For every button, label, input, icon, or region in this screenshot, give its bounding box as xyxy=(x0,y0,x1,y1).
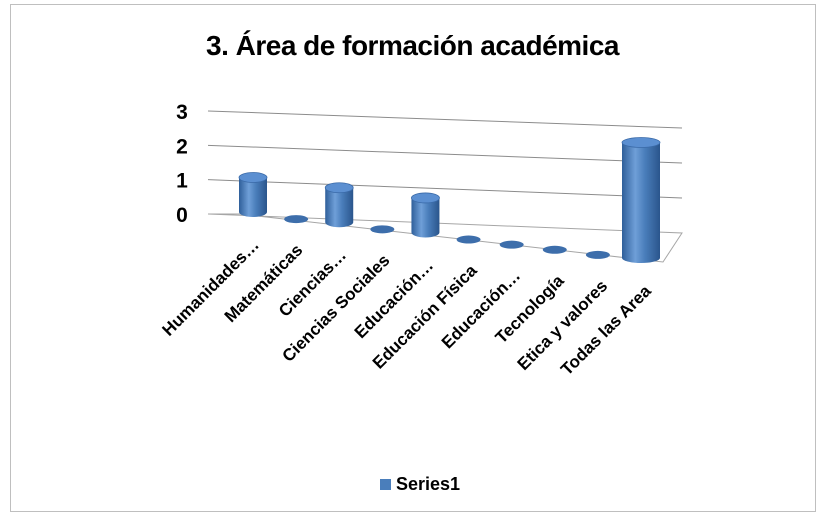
x-axis-labels: Humanidades…MatemáticasCiencias…Ciencias… xyxy=(159,235,656,379)
gridline xyxy=(207,179,683,199)
bar-top xyxy=(621,137,661,148)
bar xyxy=(411,192,440,238)
gridline xyxy=(207,110,683,129)
y-tick-label: 0 xyxy=(176,204,188,227)
y-axis-ticks: 0 1 2 3 xyxy=(176,101,188,227)
legend: Series1 xyxy=(380,474,460,495)
bars xyxy=(238,137,661,263)
bar xyxy=(238,172,268,217)
bar xyxy=(621,137,661,263)
bar-zero xyxy=(542,245,567,254)
bar xyxy=(499,240,524,249)
bar xyxy=(585,250,610,259)
chart-title: 3. Área de formación académica xyxy=(206,30,619,61)
bar-zero xyxy=(370,225,395,234)
legend-swatch-series1 xyxy=(380,479,391,490)
bar xyxy=(324,182,354,228)
bar-top xyxy=(411,192,440,204)
gridline xyxy=(207,144,683,164)
chart-frame xyxy=(10,4,816,512)
bar xyxy=(456,235,481,244)
bar-body xyxy=(411,197,440,238)
bar xyxy=(284,215,309,224)
legend-label-series1: Series1 xyxy=(396,474,461,494)
bar xyxy=(370,225,395,234)
y-tick-label: 2 xyxy=(176,135,188,158)
bar-zero xyxy=(585,250,610,259)
bar-zero xyxy=(456,235,481,244)
x-tick-label: Todas las Area xyxy=(557,281,655,379)
bar-top xyxy=(324,182,354,194)
bar-zero xyxy=(284,215,309,224)
y-tick-label: 1 xyxy=(176,170,188,193)
bar-zero xyxy=(499,240,524,249)
bar-body xyxy=(325,187,354,228)
bar xyxy=(542,245,567,254)
y-tick-label: 3 xyxy=(176,101,188,124)
bar-body xyxy=(239,177,267,217)
bar-top xyxy=(238,172,268,183)
gridlines xyxy=(207,110,683,263)
bar-body xyxy=(622,142,660,263)
